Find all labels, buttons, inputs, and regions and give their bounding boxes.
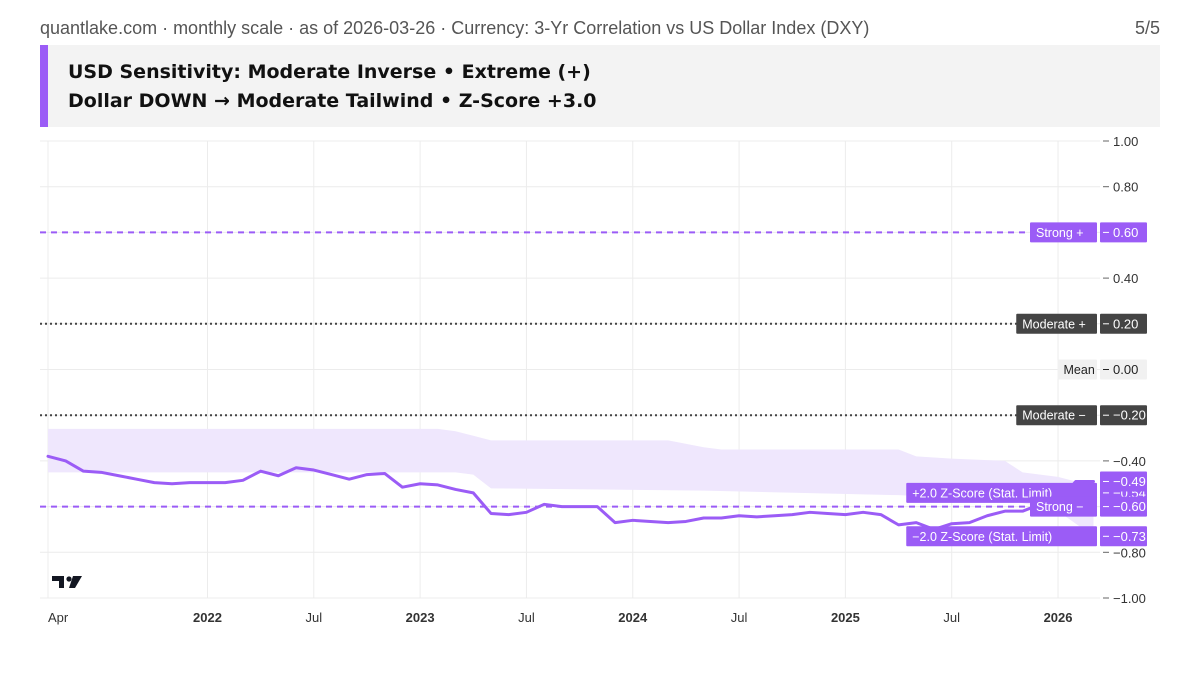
x-tick-label: Jul bbox=[731, 610, 748, 625]
logo-dot bbox=[66, 576, 72, 582]
y-tick-label: −1.00 bbox=[1113, 591, 1146, 606]
ref-label-box bbox=[1016, 313, 1097, 334]
ref-value-text: 0.60 bbox=[1113, 225, 1138, 240]
ref-value-box bbox=[1100, 313, 1147, 334]
page-indicator: 5/5 bbox=[1134, 18, 1160, 38]
x-tick-label: 2024 bbox=[618, 610, 648, 625]
x-tick-label: 2026 bbox=[1044, 610, 1073, 625]
ref-value-box bbox=[1100, 222, 1147, 243]
ref-label-text: +2.0 Z-Score (Stat. Limit) bbox=[912, 486, 1052, 500]
last-value-box bbox=[1100, 471, 1147, 492]
zscore-band bbox=[48, 428, 1094, 537]
ref-label-box bbox=[1030, 496, 1097, 517]
ref-value-box bbox=[1100, 405, 1147, 426]
x-tick-label: Jul bbox=[943, 610, 960, 625]
ref-label-text: Moderate − bbox=[1022, 409, 1086, 423]
y-tick-label: 0.40 bbox=[1113, 271, 1138, 286]
x-tick-label: Jul bbox=[518, 610, 535, 625]
x-tick-label: 2025 bbox=[831, 610, 860, 625]
x-tick-label: Jul bbox=[305, 610, 322, 625]
ref-label-text: Mean bbox=[1064, 363, 1095, 377]
y-tick-label: −0.80 bbox=[1113, 545, 1146, 560]
ref-value-text: −0.60 bbox=[1113, 499, 1146, 514]
ref-label-text: Strong − bbox=[1036, 500, 1084, 514]
ref-value-box bbox=[1100, 359, 1147, 380]
x-tick-label: 2022 bbox=[193, 610, 222, 625]
ref-label-box bbox=[1057, 359, 1097, 380]
ref-value-text: 0.00 bbox=[1113, 362, 1138, 377]
ref-label-box bbox=[906, 526, 1097, 547]
ref-value-text: 0.20 bbox=[1113, 316, 1138, 331]
ref-value-text: −0.73 bbox=[1113, 529, 1146, 544]
last-value-label: −0.49 bbox=[1113, 474, 1146, 489]
title-line-2: Dollar DOWN → Moderate Tailwind • Z-Scor… bbox=[68, 90, 597, 112]
logo-slash bbox=[69, 576, 82, 588]
ref-value-box bbox=[1100, 496, 1147, 517]
title-box: USD Sensitivity: Moderate Inverse • Extr… bbox=[40, 45, 1160, 127]
series-line bbox=[46, 454, 1095, 531]
ref-label-text: Moderate + bbox=[1022, 317, 1086, 331]
x-tick-label: Apr bbox=[48, 610, 69, 625]
ref-value-box bbox=[1100, 526, 1147, 547]
title-line-1: USD Sensitivity: Moderate Inverse • Extr… bbox=[68, 61, 591, 83]
ref-value-text: −0.20 bbox=[1113, 408, 1146, 423]
x-tick-label: 2023 bbox=[406, 610, 435, 625]
y-tick-label: 0.80 bbox=[1113, 180, 1138, 195]
tradingview-logo-icon bbox=[52, 576, 64, 588]
ref-label-box bbox=[1030, 222, 1097, 243]
y-tick-label: −0.40 bbox=[1113, 454, 1146, 469]
ref-label-text: −2.0 Z-Score (Stat. Limit) bbox=[912, 530, 1052, 544]
ref-label-text: Strong + bbox=[1036, 226, 1084, 240]
ref-label-box bbox=[1016, 405, 1097, 426]
y-tick-label: 1.00 bbox=[1113, 134, 1138, 149]
header-text: quantlake.com · monthly scale · as of 20… bbox=[40, 18, 870, 38]
